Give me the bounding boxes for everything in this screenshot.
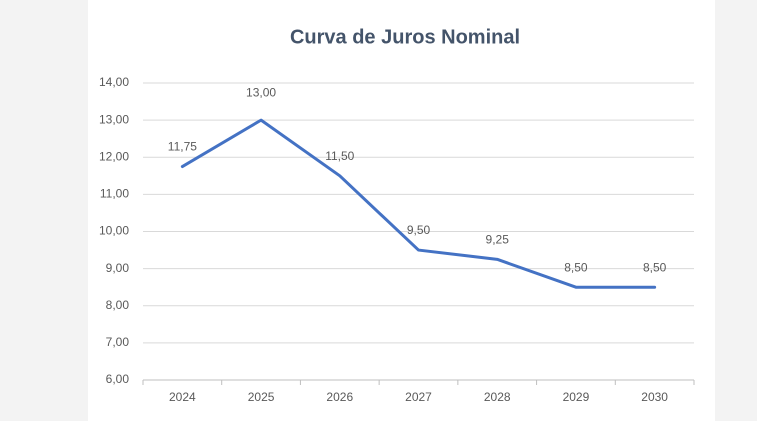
x-tick-label: 2028	[484, 390, 511, 404]
y-tick-label: 12,00	[99, 149, 129, 163]
y-tick-label: 14,00	[99, 75, 129, 89]
y-tick-label: 7,00	[106, 335, 130, 349]
data-label: 9,25	[486, 233, 510, 247]
x-tick-label: 2026	[326, 390, 353, 404]
data-label: 13,00	[246, 85, 276, 99]
x-tick-label: 2029	[563, 390, 590, 404]
data-label: 11,50	[325, 149, 354, 163]
y-tick-label: 9,00	[106, 261, 130, 275]
y-tick-label: 6,00	[106, 372, 130, 386]
data-label: 8,50	[564, 260, 588, 274]
chart-title: Curva de Juros Nominal	[290, 26, 520, 48]
chart-area	[88, 0, 715, 421]
x-tick-label: 2025	[248, 390, 275, 404]
x-tick-label: 2024	[169, 390, 196, 404]
y-tick-label: 11,00	[100, 187, 129, 201]
data-label: 11,75	[168, 140, 197, 154]
y-tick-label: 10,00	[99, 224, 129, 238]
y-tick-label: 13,00	[99, 112, 129, 126]
x-tick-label: 2027	[405, 390, 432, 404]
data-label: 9,50	[407, 223, 431, 237]
y-tick-label: 8,00	[106, 298, 130, 312]
x-tick-label: 2030	[641, 390, 668, 404]
data-label: 8,50	[643, 260, 667, 274]
chart: Curva de Juros Nominal 6,00 7,00 8,00 9,00 1…	[0, 0, 757, 421]
